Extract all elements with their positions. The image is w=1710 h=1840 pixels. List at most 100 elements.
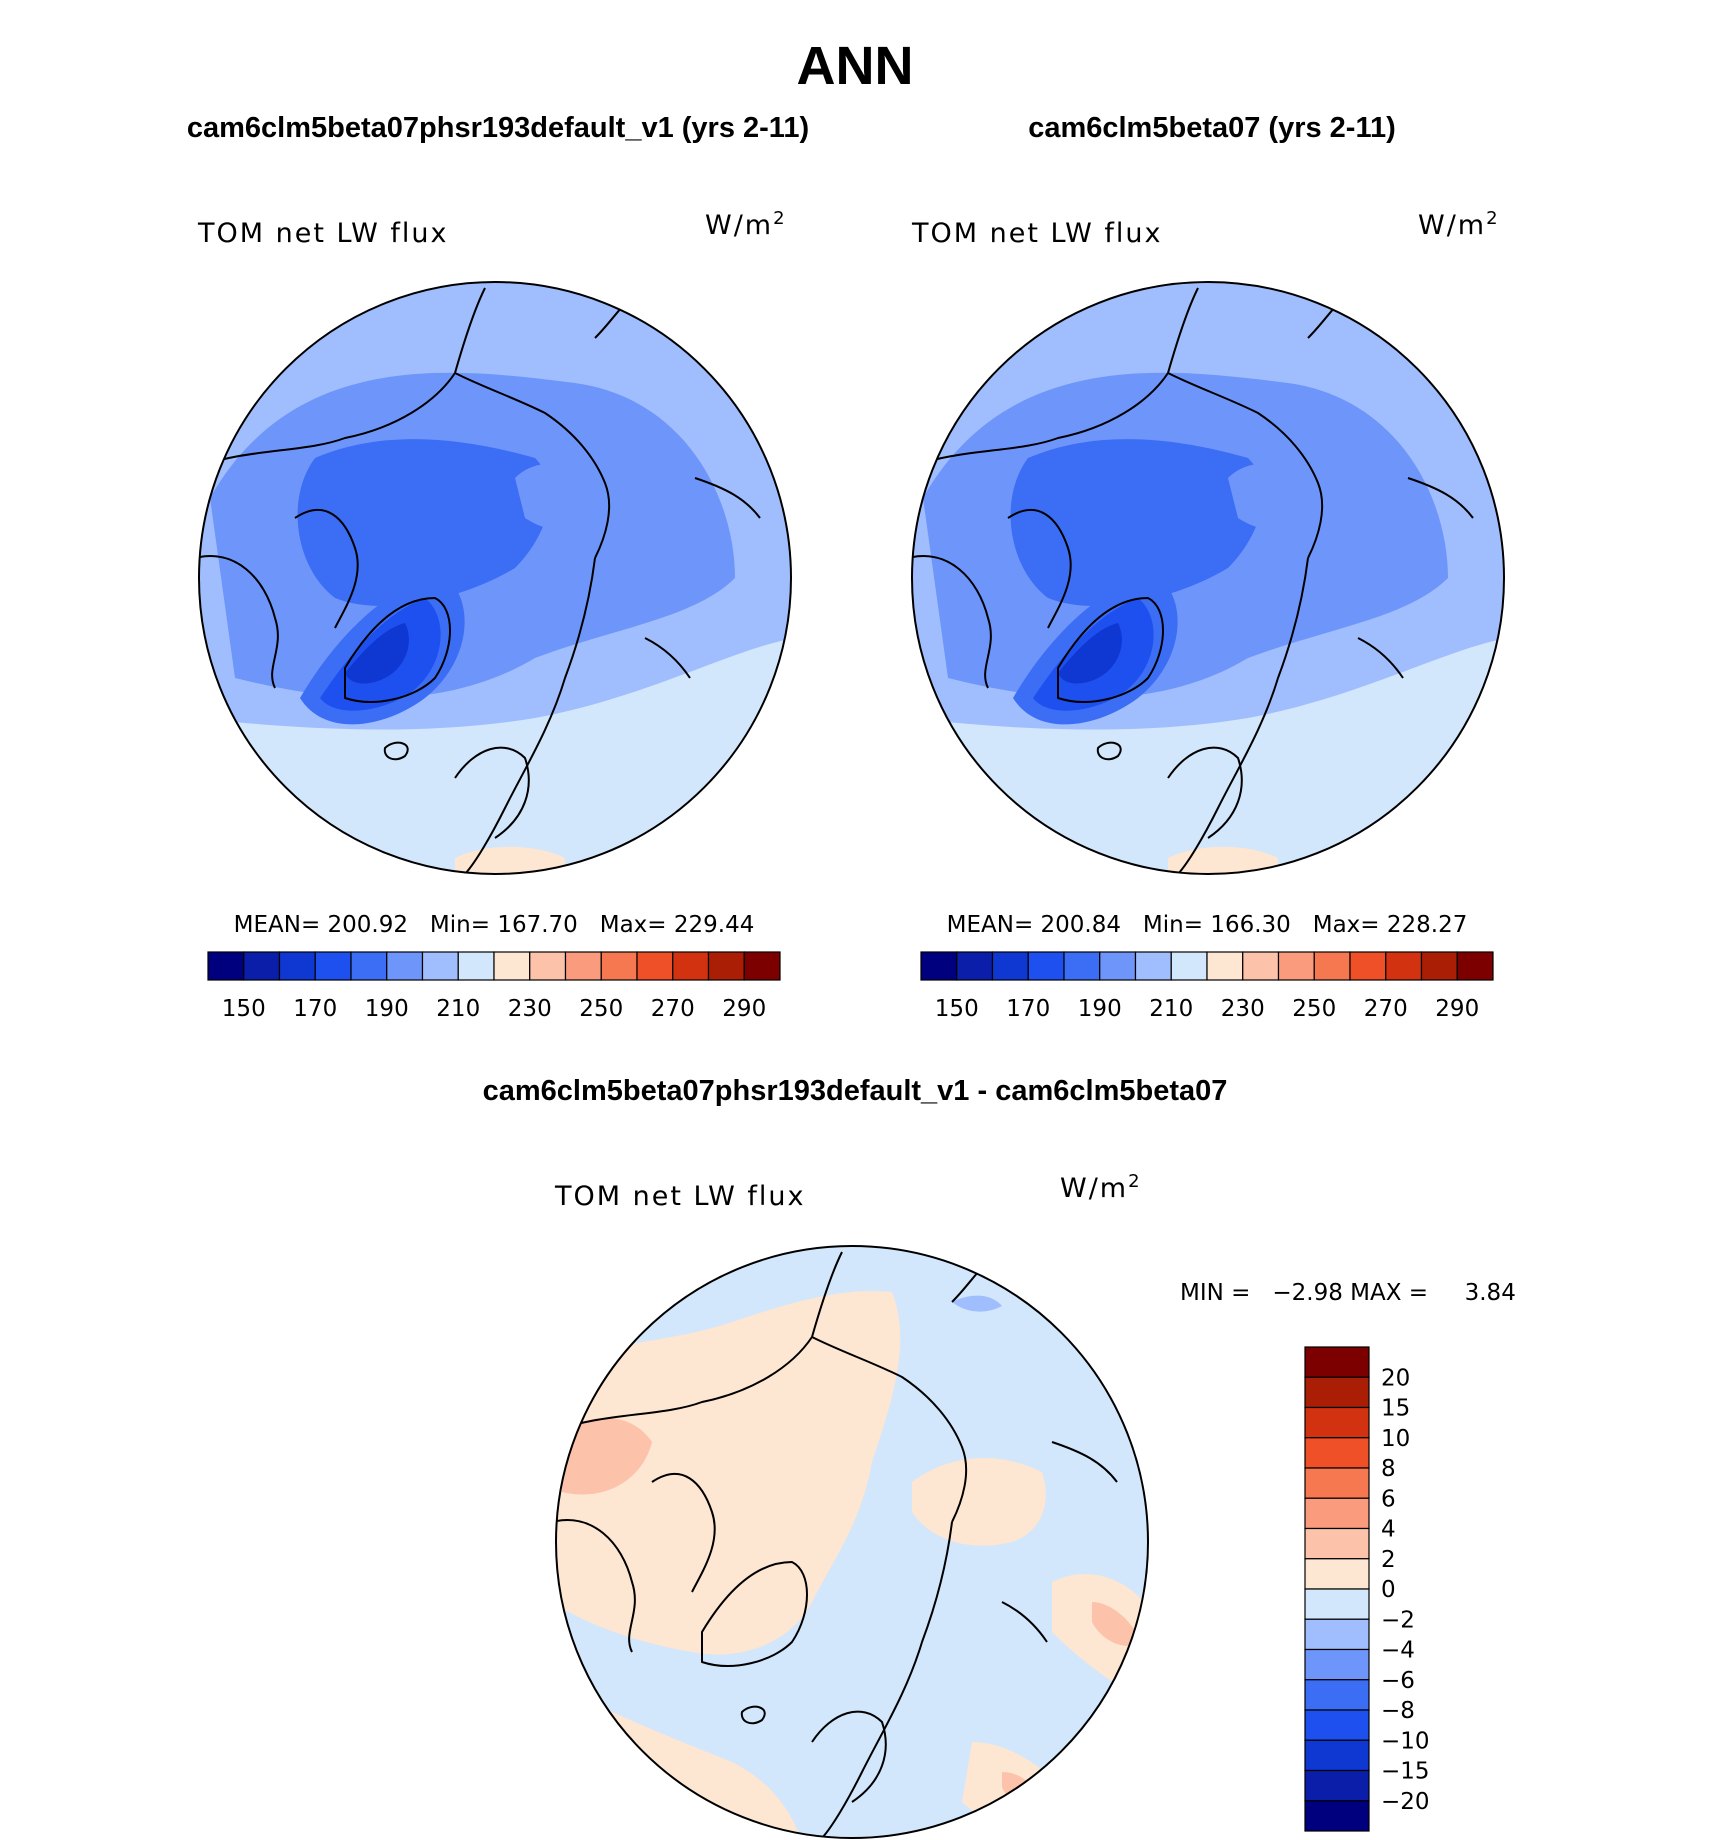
panel-1-colorbar: 150 170 190 210 230 250 270 290 bbox=[208, 952, 780, 1022]
difference-title: cam6clm5beta07phsr193default_v1 - cam6cl… bbox=[483, 1075, 1228, 1107]
panel-2-colorbar-swatch bbox=[1136, 952, 1172, 980]
panel-1-colorbar-swatch bbox=[566, 952, 602, 980]
panel-1-colorbar-swatch bbox=[494, 952, 530, 980]
panel-control-case: cam6clm5beta07 (yrs 2-11) TOM net LW flu… bbox=[908, 112, 1509, 1022]
panel-2-colorbar-tick-label: 150 bbox=[935, 996, 979, 1022]
panel-2-colorbar: 150 170 190 210 230 250 270 290 bbox=[921, 952, 1493, 1022]
panel-1-colorbar-swatch bbox=[637, 952, 673, 980]
difference-colorbar-tick-label: −10 bbox=[1381, 1728, 1430, 1754]
difference-colorbar-swatch bbox=[1305, 1468, 1369, 1498]
difference-colorbar-tick-label: 15 bbox=[1381, 1396, 1410, 1422]
panel-2-colorbar-tick-label: 210 bbox=[1149, 996, 1193, 1022]
panel-1-colorbar-swatch bbox=[423, 952, 459, 980]
difference-colorbar-tick-label: 20 bbox=[1381, 1365, 1410, 1391]
panel-2-colorbar-tick-label: 190 bbox=[1078, 996, 1122, 1022]
panel-1-colorbar-swatch bbox=[208, 952, 244, 980]
difference-units-label: W/m2 bbox=[1060, 1171, 1142, 1204]
panel-2-colorbar-tick-label: 170 bbox=[1006, 996, 1050, 1022]
difference-colorbar-tick-label: −20 bbox=[1381, 1789, 1430, 1815]
difference-colorbar-swatch bbox=[1305, 1771, 1369, 1801]
figure-title: ANN bbox=[797, 36, 914, 96]
panel-1-stats: MEAN= 200.92 Min= 167.70 Max= 229.44 bbox=[234, 912, 755, 938]
panel-1-colorbar-swatch bbox=[458, 952, 494, 980]
panel-2-colorbar-swatch bbox=[1350, 952, 1386, 980]
panel-1-colorbar-tick-label: 170 bbox=[293, 996, 337, 1022]
panel-1-colorbar-swatch bbox=[709, 952, 745, 980]
difference-polar-map bbox=[552, 1242, 1152, 1840]
panel-2-colorbar-swatch bbox=[1279, 952, 1315, 980]
panel-1-case-title: cam6clm5beta07phsr193default_v1 (yrs 2-1… bbox=[187, 112, 809, 144]
panel-2-polar-map bbox=[908, 278, 1509, 878]
panel-2-colorbar-swatch bbox=[993, 952, 1029, 980]
difference-colorbar-swatch bbox=[1305, 1740, 1369, 1770]
panel-1-colorbar-swatch bbox=[601, 952, 637, 980]
difference-colorbar-tick-label: 4 bbox=[1381, 1517, 1396, 1543]
panel-2-colorbar-tick-label: 230 bbox=[1221, 996, 1265, 1022]
difference-colorbar-tick-label: 2 bbox=[1381, 1547, 1396, 1573]
panel-2-colorbar-swatch bbox=[957, 952, 993, 980]
difference-colorbar-tick-label: 10 bbox=[1381, 1426, 1410, 1452]
panel-1-colorbar-swatch bbox=[280, 952, 316, 980]
difference-colorbar-swatch bbox=[1305, 1680, 1369, 1710]
difference-colorbar-tick-label: 8 bbox=[1381, 1456, 1396, 1482]
difference-colorbar-tick-label: −8 bbox=[1381, 1698, 1415, 1724]
panel-2-variable-label: TOM net LW flux bbox=[911, 218, 1162, 249]
difference-colorbar-tick-label: −4 bbox=[1381, 1638, 1415, 1664]
panel-2-colorbar-swatch bbox=[1243, 952, 1279, 980]
panel-1-units-label: W/m2 bbox=[705, 208, 787, 241]
panel-2-colorbar-swatch bbox=[1386, 952, 1422, 980]
panel-1-colorbar-tick-label: 250 bbox=[579, 996, 623, 1022]
panel-1-colorbar-swatch bbox=[244, 952, 280, 980]
panel-2-colorbar-swatch bbox=[1314, 952, 1350, 980]
difference-colorbar-tick-label: 6 bbox=[1381, 1486, 1396, 1512]
difference-colorbar-tick-label: −15 bbox=[1381, 1759, 1430, 1785]
difference-colorbar-swatch bbox=[1305, 1438, 1369, 1468]
difference-colorbar-swatch bbox=[1305, 1529, 1369, 1559]
panel-1-colorbar-tick-label: 290 bbox=[722, 996, 766, 1022]
panel-difference: cam6clm5beta07phsr193default_v1 - cam6cl… bbox=[483, 1075, 1516, 1840]
panel-2-colorbar-swatch bbox=[1064, 952, 1100, 980]
difference-colorbar-swatch bbox=[1305, 1589, 1369, 1619]
panel-1-colorbar-swatch bbox=[530, 952, 566, 980]
panel-2-colorbar-tick-label: 290 bbox=[1435, 996, 1479, 1022]
figure-page: ANN cam6clm5beta07phsr193default_v1 (yrs… bbox=[0, 0, 1710, 1840]
difference-variable-label: TOM net LW flux bbox=[554, 1181, 805, 1212]
figure-canvas: ANN cam6clm5beta07phsr193default_v1 (yrs… bbox=[0, 0, 1710, 1840]
panel-2-colorbar-swatch bbox=[1100, 952, 1136, 980]
difference-colorbar-swatch bbox=[1305, 1498, 1369, 1528]
panel-1-colorbar-tick-label: 190 bbox=[365, 996, 409, 1022]
panel-2-colorbar-swatch bbox=[1207, 952, 1243, 980]
panel-1-colorbar-swatch bbox=[387, 952, 423, 980]
panel-1-colorbar-swatch bbox=[315, 952, 351, 980]
difference-colorbar-swatch bbox=[1305, 1650, 1369, 1680]
panel-2-units-label: W/m2 bbox=[1418, 208, 1500, 241]
difference-colorbar-swatch bbox=[1305, 1347, 1369, 1377]
panel-1-variable-label: TOM net LW flux bbox=[197, 218, 448, 249]
panel-2-stats: MEAN= 200.84 Min= 166.30 Max= 228.27 bbox=[947, 912, 1468, 938]
difference-colorbar-swatch bbox=[1305, 1377, 1369, 1407]
difference-colorbar-swatch bbox=[1305, 1710, 1369, 1740]
difference-colorbar-swatch bbox=[1305, 1559, 1369, 1589]
panel-2-colorbar-swatch bbox=[1457, 952, 1493, 980]
difference-colorbar-swatch bbox=[1305, 1408, 1369, 1438]
difference-colorbar-swatch bbox=[1305, 1801, 1369, 1831]
panel-1-colorbar-tick-label: 150 bbox=[222, 996, 266, 1022]
panel-1-colorbar-tick-label: 210 bbox=[436, 996, 480, 1022]
difference-colorbar-swatch bbox=[1305, 1619, 1369, 1649]
panel-1-polar-map bbox=[195, 278, 796, 878]
panel-2-colorbar-tick-label: 270 bbox=[1364, 996, 1408, 1022]
difference-colorbar-tick-label: −6 bbox=[1381, 1668, 1415, 1694]
panel-2-colorbar-swatch bbox=[1028, 952, 1064, 980]
difference-minmax: MIN = −2.98 MAX = 3.84 bbox=[1180, 1280, 1516, 1306]
panel-2-colorbar-tick-label: 250 bbox=[1292, 996, 1336, 1022]
panel-1-colorbar-tick-label: 230 bbox=[508, 996, 552, 1022]
panel-1-colorbar-tick-label: 270 bbox=[651, 996, 695, 1022]
panel-1-colorbar-swatch bbox=[744, 952, 780, 980]
panel-1-colorbar-swatch bbox=[673, 952, 709, 980]
panel-2-case-title: cam6clm5beta07 (yrs 2-11) bbox=[1028, 112, 1396, 144]
panel-test-case: cam6clm5beta07phsr193default_v1 (yrs 2-1… bbox=[187, 112, 809, 1022]
difference-colorbar-tick-label: 0 bbox=[1381, 1577, 1396, 1603]
difference-colorbar-tick-label: −2 bbox=[1381, 1607, 1415, 1633]
panel-2-colorbar-swatch bbox=[1171, 952, 1207, 980]
